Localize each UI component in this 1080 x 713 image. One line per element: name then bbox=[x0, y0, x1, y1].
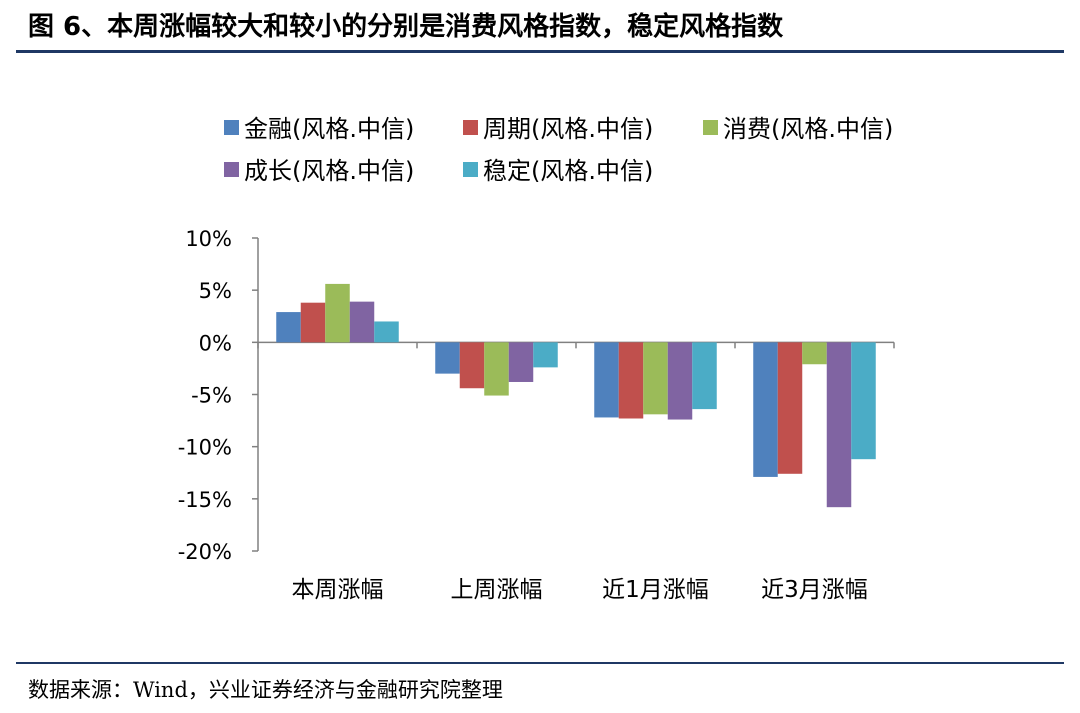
legend-swatch bbox=[463, 120, 478, 135]
category-label: 近3月涨幅 bbox=[761, 577, 868, 603]
y-tick-label: -10% bbox=[178, 436, 232, 460]
legend-swatch bbox=[703, 120, 718, 135]
bar bbox=[667, 342, 693, 420]
bar bbox=[777, 342, 803, 474]
bar bbox=[459, 342, 485, 389]
category-label: 上周涨幅 bbox=[451, 577, 543, 603]
bar bbox=[374, 321, 399, 343]
legend-label: 成长(风格.中信) bbox=[244, 157, 414, 185]
category-label: 本周涨幅 bbox=[292, 577, 384, 603]
y-tick-label: -5% bbox=[191, 384, 232, 408]
legend-swatch bbox=[224, 120, 239, 135]
y-tick-label: -15% bbox=[178, 488, 232, 512]
legend-label: 金融(风格.中信) bbox=[244, 115, 414, 143]
chart-legend: 金融(风格.中信) 周期(风格.中信) 消费(风格.中信) 成长(风格.中信) 稳定(风… bbox=[224, 115, 893, 185]
legend-label: 周期(风格.中信) bbox=[483, 115, 653, 143]
source-note: 数据来源：Wind，兴业证券经济与金融研究院整理 bbox=[28, 678, 503, 702]
bar bbox=[484, 342, 509, 396]
bar bbox=[802, 342, 827, 365]
bar bbox=[851, 342, 876, 460]
bar bbox=[276, 312, 301, 343]
category-label: 近1月涨幅 bbox=[602, 577, 709, 603]
figure-title: 图 6、本周涨幅较大和较小的分别是消费风格指数，稳定风格指数 bbox=[28, 12, 784, 42]
legend-label: 消费(风格.中信) bbox=[723, 115, 893, 143]
y-tick-label: 5% bbox=[199, 279, 232, 303]
bar bbox=[826, 342, 852, 508]
bar bbox=[753, 342, 778, 477]
bar bbox=[300, 302, 326, 343]
bar bbox=[618, 342, 644, 419]
bar bbox=[349, 301, 375, 343]
y-tick-label: -20% bbox=[178, 540, 232, 564]
bar bbox=[508, 342, 534, 382]
legend-swatch bbox=[463, 162, 478, 177]
footer-rule bbox=[16, 662, 1064, 664]
bar bbox=[643, 342, 668, 415]
y-tick-label: 0% bbox=[199, 331, 232, 355]
chart-bars bbox=[276, 283, 876, 508]
y-tick-label: 10% bbox=[185, 227, 232, 251]
bar bbox=[325, 283, 350, 343]
bar bbox=[435, 342, 460, 374]
bar bbox=[533, 342, 558, 368]
bar bbox=[594, 342, 619, 418]
legend-swatch bbox=[224, 162, 239, 177]
bar bbox=[692, 342, 717, 410]
title-rule bbox=[16, 50, 1064, 53]
legend-label: 稳定(风格.中信) bbox=[483, 157, 653, 185]
